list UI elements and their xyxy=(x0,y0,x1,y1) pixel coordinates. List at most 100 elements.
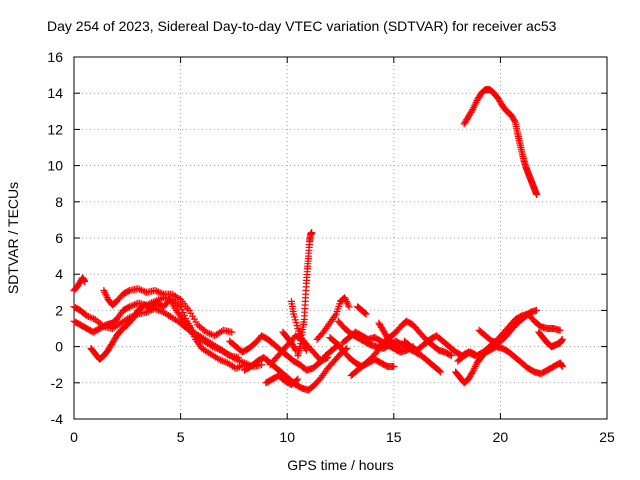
data-point xyxy=(83,312,91,320)
axes xyxy=(73,56,608,420)
data-point xyxy=(139,287,147,295)
data-point xyxy=(217,356,225,364)
y-tick-label: -2 xyxy=(51,375,64,391)
data-point xyxy=(175,294,183,302)
y-tick-label: 4 xyxy=(55,266,63,282)
x-tick-label: 20 xyxy=(493,429,509,445)
data-point xyxy=(153,287,161,295)
y-tick-label: 0 xyxy=(55,339,63,355)
data-point xyxy=(131,301,139,309)
data-point xyxy=(210,343,218,351)
series-trace-5 xyxy=(100,285,236,340)
series-trace-4 xyxy=(87,296,249,372)
series-trace-15 xyxy=(334,317,445,376)
data-point xyxy=(86,313,94,321)
data-point xyxy=(212,344,220,352)
series-trace-3 xyxy=(70,303,242,361)
data-point xyxy=(293,376,301,384)
data-point xyxy=(446,351,454,359)
plot-area xyxy=(70,86,566,394)
data-point xyxy=(88,314,96,322)
data-point xyxy=(556,326,564,334)
y-tick-label: 10 xyxy=(47,158,63,174)
tick-labels: 0 5 10 15 20 25 -4 -2 0 2 4 6 8 10 12 14 16 xyxy=(47,49,615,445)
data-point xyxy=(184,321,192,329)
data-point xyxy=(215,355,223,363)
data-point xyxy=(396,346,404,354)
data-point xyxy=(234,364,242,372)
data-point xyxy=(308,229,316,237)
x-axis-label: GPS time / hours xyxy=(287,457,394,473)
series-trace-11 xyxy=(294,229,316,360)
x-tick-label: 5 xyxy=(177,429,185,445)
data-point xyxy=(447,352,455,360)
data-point xyxy=(235,363,243,371)
data-point xyxy=(232,364,240,372)
data-point xyxy=(235,357,243,365)
y-tick-label: -4 xyxy=(51,411,64,427)
data-point xyxy=(124,304,132,312)
chart-title: Day 254 of 2023, Sidereal Day-to-day VTE… xyxy=(47,18,557,34)
y-tick-label: 16 xyxy=(47,49,63,65)
y-tick-label: 14 xyxy=(47,85,63,101)
data-point xyxy=(151,286,159,294)
data-point xyxy=(134,285,142,293)
data-point xyxy=(156,307,164,315)
data-point xyxy=(224,351,232,359)
data-point xyxy=(158,289,166,297)
series-trace-24 xyxy=(535,328,566,351)
data-point xyxy=(175,301,183,309)
data-point xyxy=(468,369,476,377)
data-point xyxy=(533,191,541,199)
data-point xyxy=(237,362,245,370)
data-point xyxy=(322,354,330,362)
data-point xyxy=(361,309,369,317)
data-point xyxy=(214,345,222,353)
data-point xyxy=(302,346,310,354)
data-point xyxy=(360,309,368,317)
data-point xyxy=(394,345,402,353)
data-point xyxy=(154,288,162,296)
series-trace-1 xyxy=(70,274,89,294)
series-trace-25 xyxy=(460,86,541,199)
data-point xyxy=(84,313,92,321)
data-point xyxy=(324,353,332,361)
y-tick-label: 2 xyxy=(55,302,63,318)
series-trace-13 xyxy=(313,294,353,343)
data-point xyxy=(154,306,162,314)
data-point xyxy=(239,361,247,369)
data-point xyxy=(533,306,541,314)
series-trace-9 xyxy=(262,372,302,389)
data-point xyxy=(395,345,403,353)
series-trace-23 xyxy=(475,306,541,347)
data-point xyxy=(202,328,210,336)
x-tick-label: 0 xyxy=(70,429,78,445)
y-tick-label: 6 xyxy=(55,230,63,246)
data-point xyxy=(510,117,518,125)
data-point xyxy=(435,367,443,375)
series-trace-10 xyxy=(279,328,300,354)
series-trace-12 xyxy=(287,297,310,354)
data-point xyxy=(294,375,302,383)
data-point xyxy=(136,285,144,293)
series-trace-19 xyxy=(375,319,404,354)
data-point xyxy=(129,301,137,309)
data-point xyxy=(156,289,164,297)
y-axis-label: SDTVAR / TECUs xyxy=(5,181,21,295)
data-point xyxy=(204,329,212,337)
series-trace-17 xyxy=(347,317,455,380)
y-tick-label: 12 xyxy=(47,121,63,137)
data-point xyxy=(206,330,214,338)
data-point xyxy=(137,286,145,294)
x-tick-label: 25 xyxy=(599,429,615,445)
series-trace-6 xyxy=(226,332,342,374)
y-tick-label: 8 xyxy=(55,194,63,210)
data-point xyxy=(228,328,236,336)
data-point xyxy=(437,368,445,376)
data-point xyxy=(124,287,132,295)
data-point xyxy=(558,335,566,343)
data-point xyxy=(127,302,135,310)
data-point xyxy=(220,357,228,365)
data-point xyxy=(390,363,398,371)
